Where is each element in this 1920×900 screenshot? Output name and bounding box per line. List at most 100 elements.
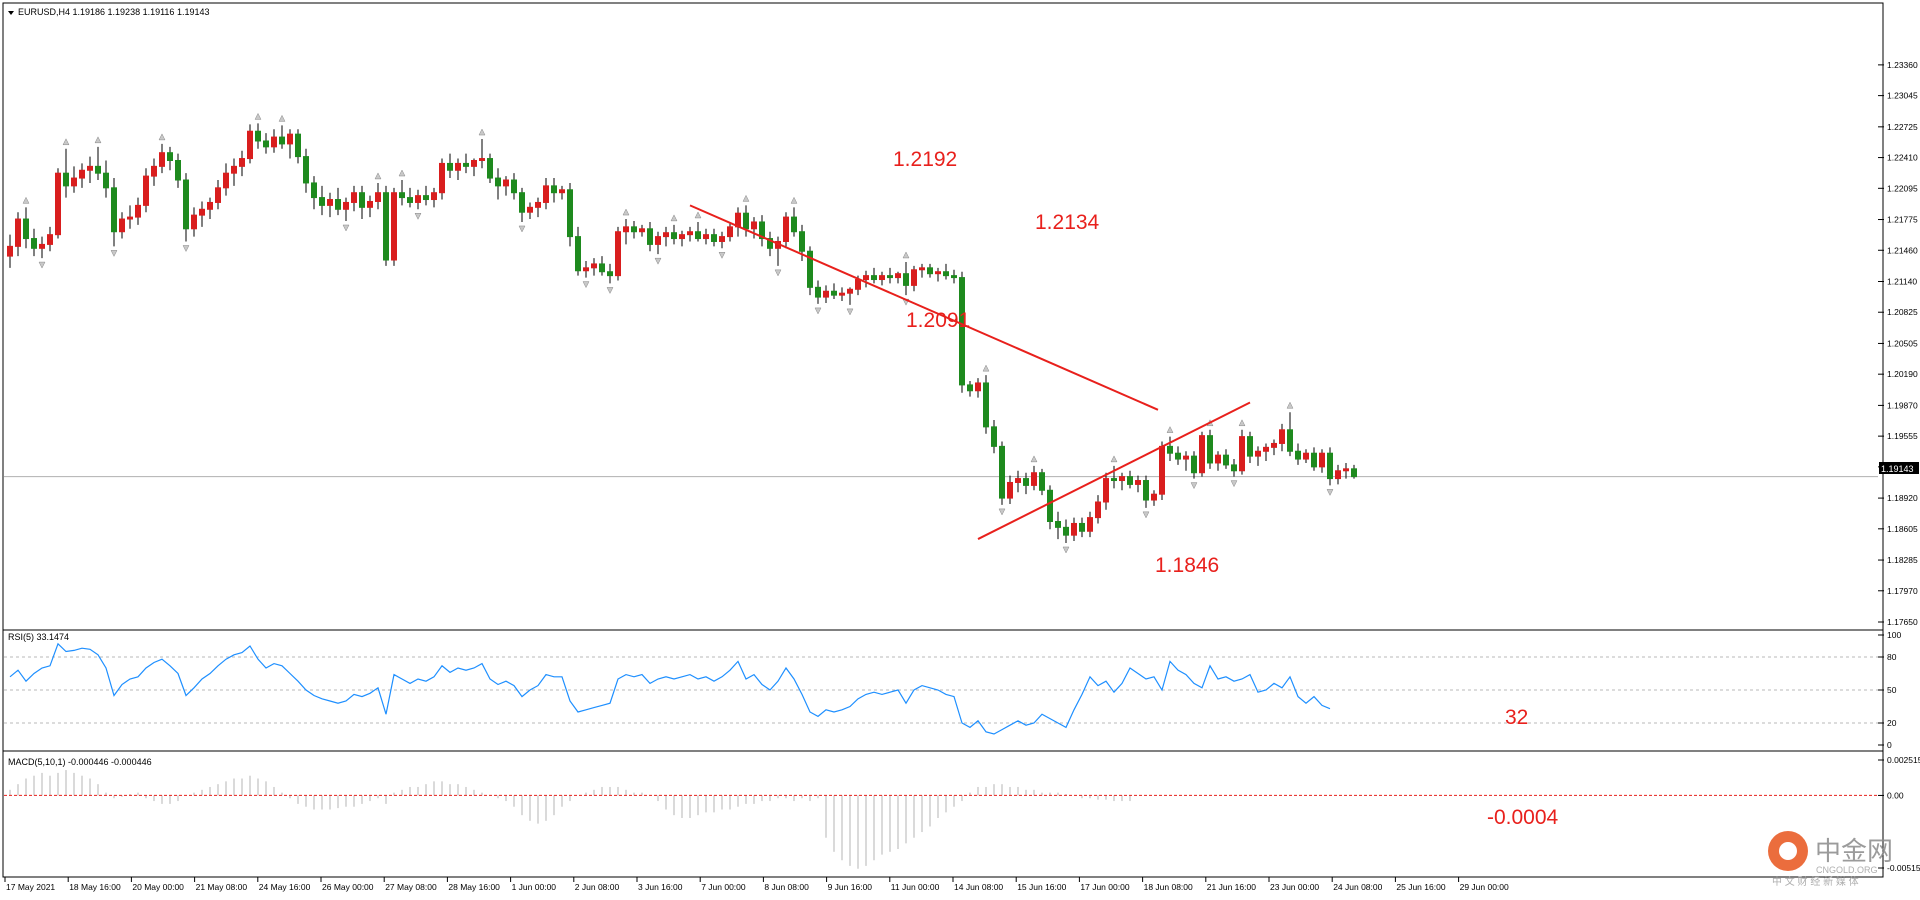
rsi-tick-label: 50 — [1887, 685, 1897, 695]
candle-body — [455, 162, 461, 171]
fractal-down-icon — [774, 269, 782, 277]
candle-body — [359, 192, 365, 208]
candle-body — [743, 212, 749, 230]
candle-body — [447, 162, 453, 171]
rsi-line — [9, 642, 1331, 735]
fractal-up-icon — [982, 364, 990, 372]
candle-body — [639, 228, 645, 233]
candle-body — [911, 269, 917, 286]
candle-body — [1159, 445, 1165, 495]
time-tick-label: 28 May 16:00 — [448, 882, 500, 892]
chevron-down-icon[interactable] — [8, 11, 14, 15]
candle-body — [647, 228, 653, 245]
candle-body — [799, 231, 805, 252]
fractal-down-icon — [1142, 511, 1150, 519]
fractal-down-icon — [1326, 489, 1334, 496]
candle-body — [1351, 468, 1357, 478]
time-tick-label: 24 May 16:00 — [259, 882, 311, 892]
fractal-down-icon — [110, 250, 118, 257]
candle-body — [927, 267, 933, 275]
candle-body — [1063, 526, 1069, 536]
candle-body — [143, 175, 149, 206]
fractal-down-icon — [518, 225, 526, 233]
candle-body — [807, 250, 813, 288]
fractal-down-icon — [718, 252, 726, 259]
candle-body — [31, 238, 37, 249]
price-tick-label: 1.21140 — [1887, 276, 1917, 286]
candle-body — [703, 234, 709, 240]
watermark-tagline: 中 文 财 经 新 媒 体 — [1772, 875, 1859, 888]
price-tick-label: 1.22410 — [1887, 153, 1918, 163]
candle-body — [503, 179, 509, 187]
macd-tick-label: 0.002515 — [1887, 755, 1920, 765]
candle-body — [71, 177, 77, 187]
rsi-layer — [9, 642, 1331, 735]
candle-body — [783, 216, 789, 242]
price-tick-label: 1.17650 — [1887, 617, 1918, 627]
annotation-1-2134: 1.2134 — [1035, 211, 1100, 234]
candle-body — [719, 236, 725, 242]
time-tick-label: 7 Jun 00:00 — [701, 882, 746, 892]
candle-body — [183, 179, 189, 230]
candle-body — [271, 136, 277, 148]
candle-body — [1151, 493, 1157, 501]
candle-body — [1119, 476, 1125, 482]
candle-body — [111, 187, 117, 233]
candle-body — [1023, 478, 1029, 486]
candle-body — [615, 231, 621, 277]
candle-body — [1335, 470, 1341, 480]
candle-body — [79, 169, 85, 179]
candle-body — [351, 192, 357, 203]
candle-body — [655, 236, 661, 245]
candle-body — [879, 275, 885, 281]
candle-body — [287, 133, 293, 145]
candle-body — [1327, 452, 1333, 480]
time-tick-label: 8 Jun 08:00 — [764, 882, 809, 892]
candle-body — [543, 185, 549, 203]
price-tick-label: 1.20190 — [1887, 369, 1918, 379]
candle-body — [151, 165, 157, 177]
candle-body — [1007, 481, 1013, 499]
candle-body — [1295, 450, 1301, 460]
candle-body — [767, 238, 773, 249]
candle-body — [1343, 468, 1349, 472]
candle-body — [815, 286, 821, 298]
fractal-down-icon — [654, 257, 662, 265]
candle-body — [871, 275, 877, 281]
candle-body — [631, 226, 637, 233]
price-tick-label: 1.18285 — [1887, 555, 1918, 565]
logo-inner-icon — [1779, 842, 1797, 860]
candle-body — [711, 234, 717, 242]
price-tick-label: 1.18605 — [1887, 524, 1918, 534]
fractal-up-icon — [398, 169, 406, 177]
candle-body — [831, 290, 837, 296]
candle-body — [399, 192, 405, 199]
candle-body — [623, 226, 629, 233]
macd-tick-label: 0.00 — [1887, 790, 1904, 800]
time-tick-label: 2 Jun 08:00 — [575, 882, 620, 892]
trendlines-layer — [689, 204, 1251, 540]
candle-body — [431, 192, 437, 201]
price-tick-label: 1.20825 — [1887, 307, 1918, 317]
rsi-tick-label: 20 — [1887, 718, 1897, 728]
candle-body — [479, 158, 485, 161]
candle-body — [1231, 464, 1237, 472]
fractal-up-icon — [1286, 401, 1294, 409]
fractal-up-icon — [254, 112, 262, 120]
candle-body — [7, 245, 13, 257]
fractal-down-icon — [1230, 480, 1238, 488]
candle-body — [535, 201, 541, 208]
candle-body — [1143, 480, 1149, 501]
candle-body — [1247, 436, 1253, 457]
fractal-up-icon — [478, 128, 486, 136]
candle-body — [855, 279, 861, 290]
macd-panel[interactable] — [2, 750, 1884, 878]
fractal-down-icon — [998, 508, 1006, 516]
candle-body — [751, 221, 757, 230]
watermark: 中金网 CNGOLD.ORG 中 文 财 经 新 媒 体 — [1768, 831, 1893, 888]
candle-body — [327, 199, 333, 206]
fractal-up-icon — [670, 214, 678, 222]
candle-body — [439, 162, 445, 194]
candle-body — [919, 267, 925, 271]
